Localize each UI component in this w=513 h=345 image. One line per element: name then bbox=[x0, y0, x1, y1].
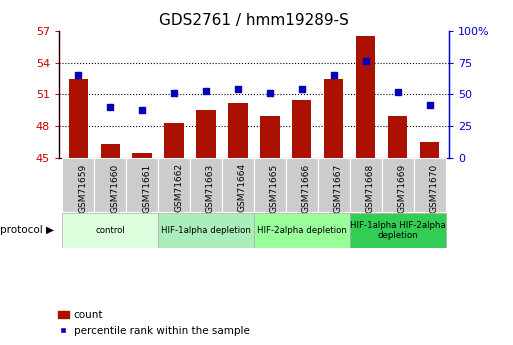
Bar bbox=[62, 158, 94, 212]
Legend: count, percentile rank within the sample: count, percentile rank within the sample bbox=[54, 306, 254, 340]
Bar bbox=[132, 152, 152, 158]
Bar bbox=[350, 213, 446, 248]
Bar bbox=[420, 142, 439, 158]
Text: GSM71660: GSM71660 bbox=[110, 163, 119, 213]
Bar bbox=[165, 123, 184, 158]
Point bbox=[234, 87, 242, 92]
Text: HIF-2alpha depletion: HIF-2alpha depletion bbox=[257, 226, 347, 235]
Point bbox=[266, 90, 274, 96]
Text: HIF-1alpha HIF-2alpha
depletion: HIF-1alpha HIF-2alpha depletion bbox=[350, 220, 446, 240]
Bar bbox=[94, 158, 126, 212]
Text: HIF-1alpha depletion: HIF-1alpha depletion bbox=[161, 226, 251, 235]
Text: GSM71659: GSM71659 bbox=[78, 163, 87, 213]
Text: GSM71661: GSM71661 bbox=[142, 163, 151, 213]
Bar bbox=[382, 158, 413, 212]
Bar bbox=[356, 36, 376, 158]
Bar bbox=[222, 158, 254, 212]
Bar bbox=[324, 79, 343, 158]
Point bbox=[202, 88, 210, 93]
Bar bbox=[286, 158, 318, 212]
Text: protocol ▶: protocol ▶ bbox=[0, 225, 54, 235]
Point bbox=[426, 102, 434, 107]
Text: control: control bbox=[95, 226, 125, 235]
Point bbox=[362, 59, 370, 64]
Point bbox=[298, 87, 306, 92]
Bar bbox=[350, 158, 382, 212]
Bar bbox=[190, 158, 222, 212]
Bar bbox=[126, 158, 158, 212]
Text: GSM71670: GSM71670 bbox=[430, 163, 439, 213]
Bar bbox=[69, 79, 88, 158]
Bar bbox=[228, 103, 248, 158]
Text: GSM71669: GSM71669 bbox=[398, 163, 407, 213]
Text: GSM71668: GSM71668 bbox=[366, 163, 375, 213]
Point bbox=[330, 73, 338, 78]
Point bbox=[170, 90, 178, 96]
Point bbox=[138, 107, 146, 112]
Text: GSM71667: GSM71667 bbox=[334, 163, 343, 213]
Title: GDS2761 / hmm19289-S: GDS2761 / hmm19289-S bbox=[159, 13, 349, 29]
Point bbox=[74, 73, 82, 78]
Bar bbox=[158, 158, 190, 212]
Point bbox=[393, 89, 402, 95]
Text: GSM71664: GSM71664 bbox=[238, 163, 247, 213]
Bar bbox=[388, 116, 407, 158]
Bar bbox=[254, 158, 286, 212]
Bar bbox=[413, 158, 446, 212]
Bar bbox=[254, 213, 350, 248]
Bar bbox=[292, 100, 311, 158]
Bar bbox=[260, 116, 280, 158]
Bar bbox=[101, 144, 120, 158]
Text: GSM71666: GSM71666 bbox=[302, 163, 311, 213]
Text: GSM71665: GSM71665 bbox=[270, 163, 279, 213]
Bar bbox=[196, 110, 215, 158]
Point bbox=[106, 104, 114, 110]
Text: GSM71663: GSM71663 bbox=[206, 163, 215, 213]
Bar bbox=[158, 213, 254, 248]
Text: GSM71662: GSM71662 bbox=[174, 163, 183, 213]
Bar bbox=[62, 213, 158, 248]
Bar bbox=[318, 158, 350, 212]
